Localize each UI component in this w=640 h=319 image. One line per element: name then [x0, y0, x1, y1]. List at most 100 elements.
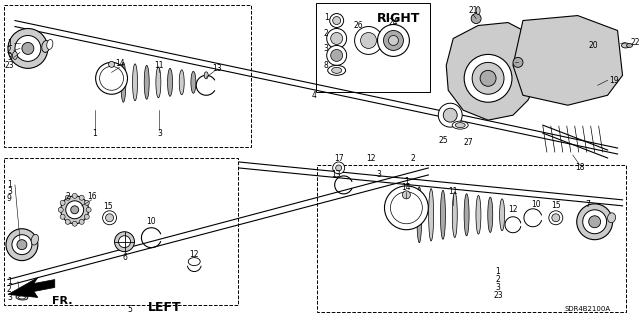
Circle shape: [326, 45, 347, 65]
Text: 8: 8: [324, 61, 328, 70]
Circle shape: [71, 206, 79, 214]
Circle shape: [355, 26, 383, 55]
Circle shape: [17, 240, 27, 250]
Text: 15: 15: [551, 201, 561, 210]
Circle shape: [15, 35, 41, 61]
Circle shape: [12, 235, 32, 255]
Text: 1: 1: [7, 277, 12, 286]
Ellipse shape: [16, 295, 28, 300]
Circle shape: [66, 201, 84, 219]
Circle shape: [72, 221, 77, 226]
Text: 16: 16: [87, 192, 97, 201]
Text: 1: 1: [92, 129, 97, 137]
Text: 3: 3: [7, 53, 12, 62]
Text: 11: 11: [155, 61, 164, 70]
Circle shape: [378, 25, 410, 56]
Circle shape: [471, 14, 481, 24]
Ellipse shape: [607, 213, 616, 223]
Circle shape: [8, 28, 48, 68]
Circle shape: [115, 232, 134, 252]
Ellipse shape: [476, 196, 481, 234]
Ellipse shape: [204, 72, 208, 79]
Polygon shape: [8, 278, 55, 297]
Circle shape: [390, 192, 422, 224]
Text: 19: 19: [609, 76, 620, 85]
Text: 4: 4: [311, 91, 316, 100]
Circle shape: [22, 42, 34, 55]
Circle shape: [333, 17, 340, 25]
Ellipse shape: [156, 67, 161, 98]
Text: 15: 15: [103, 202, 113, 211]
Bar: [4, 4, 251, 147]
Text: 13: 13: [331, 170, 340, 180]
Circle shape: [61, 196, 89, 224]
Circle shape: [79, 195, 84, 200]
Circle shape: [65, 219, 70, 224]
Circle shape: [84, 200, 89, 205]
Ellipse shape: [476, 7, 480, 15]
Circle shape: [388, 35, 399, 45]
Circle shape: [330, 14, 344, 27]
Circle shape: [79, 219, 84, 224]
Text: 1: 1: [324, 13, 328, 22]
Circle shape: [383, 31, 403, 50]
Circle shape: [385, 186, 428, 230]
Circle shape: [472, 63, 504, 94]
Text: 12: 12: [366, 153, 375, 162]
Circle shape: [60, 214, 65, 219]
Circle shape: [106, 214, 113, 222]
Text: 26: 26: [354, 21, 364, 30]
Text: 3: 3: [7, 293, 12, 302]
Ellipse shape: [42, 41, 50, 52]
Ellipse shape: [332, 67, 342, 73]
Bar: [316, 3, 430, 92]
Text: 27: 27: [463, 137, 473, 146]
Text: 12: 12: [508, 205, 518, 214]
Text: 3: 3: [324, 44, 328, 53]
Circle shape: [65, 195, 70, 200]
Ellipse shape: [168, 68, 173, 96]
Ellipse shape: [19, 296, 26, 299]
Text: 17: 17: [334, 153, 344, 162]
Circle shape: [6, 229, 38, 261]
Circle shape: [331, 33, 342, 44]
Ellipse shape: [440, 190, 445, 239]
Text: 22: 22: [630, 38, 640, 47]
Bar: [317, 165, 625, 312]
Bar: [4, 158, 238, 305]
Text: SDR4B2100A: SDR4B2100A: [564, 307, 611, 312]
Text: 10: 10: [531, 200, 541, 209]
Text: 2: 2: [324, 29, 328, 38]
Text: 6: 6: [122, 253, 127, 262]
Text: LEFT: LEFT: [148, 301, 181, 314]
Circle shape: [360, 33, 376, 48]
Circle shape: [403, 191, 410, 199]
Circle shape: [100, 66, 124, 90]
Circle shape: [444, 108, 457, 122]
Circle shape: [552, 214, 560, 222]
Text: 9: 9: [7, 194, 12, 203]
Polygon shape: [446, 23, 543, 120]
Polygon shape: [513, 16, 623, 105]
Circle shape: [86, 207, 91, 212]
Ellipse shape: [12, 51, 17, 59]
Text: 1: 1: [404, 177, 409, 186]
Ellipse shape: [132, 64, 138, 101]
Ellipse shape: [488, 197, 493, 233]
Ellipse shape: [144, 65, 149, 99]
Circle shape: [60, 200, 65, 205]
Ellipse shape: [621, 43, 630, 48]
Text: 1: 1: [7, 39, 12, 48]
Circle shape: [582, 210, 607, 234]
Text: 3: 3: [376, 170, 381, 180]
Text: RIGHT: RIGHT: [377, 12, 420, 25]
Circle shape: [326, 28, 347, 48]
Circle shape: [72, 193, 77, 198]
Text: 2: 2: [411, 153, 416, 162]
Ellipse shape: [179, 70, 184, 95]
Circle shape: [577, 204, 612, 240]
Text: 20: 20: [589, 41, 598, 50]
Circle shape: [438, 103, 462, 127]
Ellipse shape: [455, 122, 465, 128]
Text: 1: 1: [7, 181, 12, 189]
